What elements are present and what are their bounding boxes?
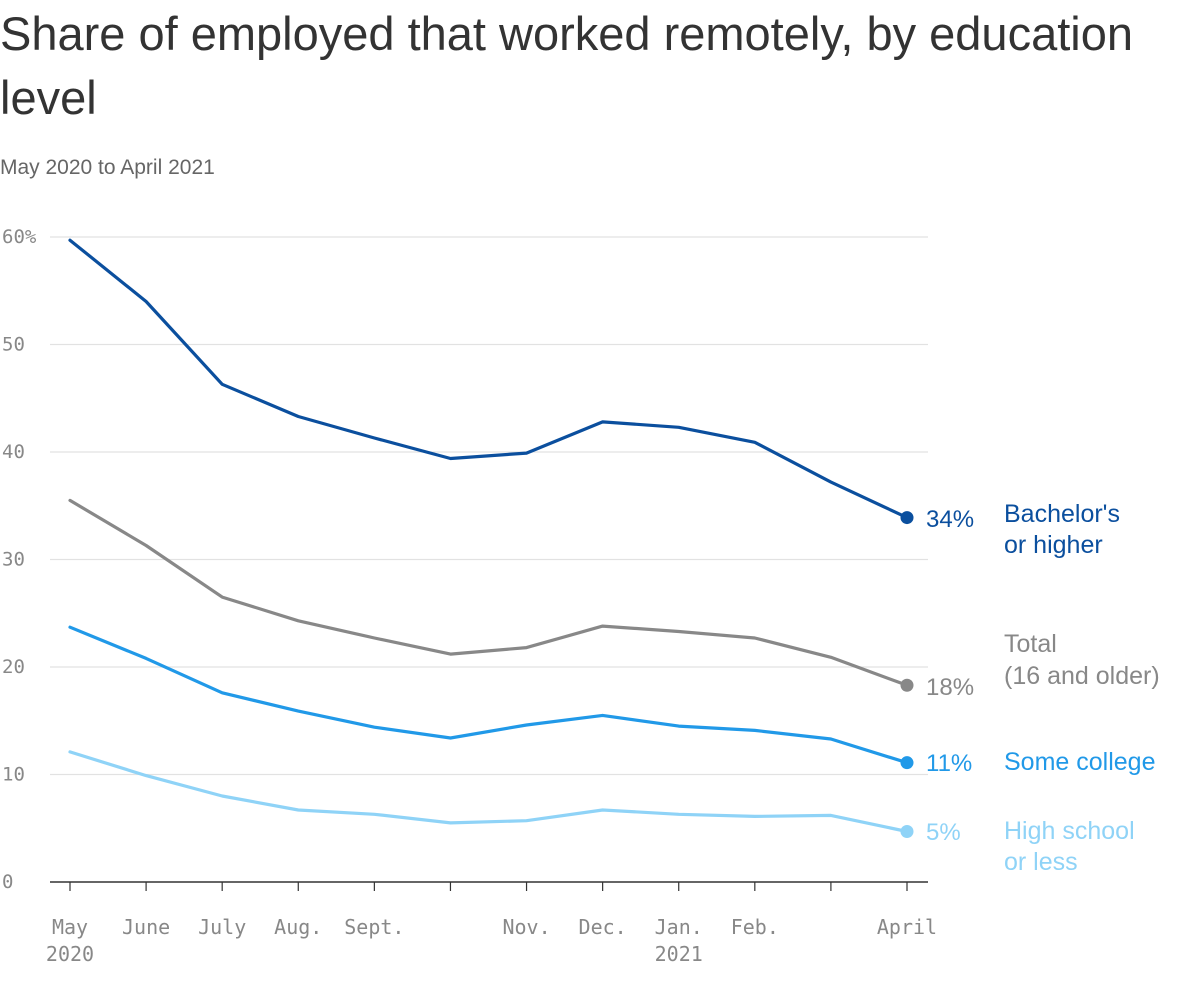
- y-tick-label: 50: [2, 334, 25, 356]
- series-lines: [68, 238, 914, 838]
- x-tick-label: July: [198, 915, 246, 939]
- x-tick-label: Nov.: [502, 915, 550, 939]
- y-tick-label: 60%: [2, 226, 37, 248]
- x-tick-label: June: [122, 915, 170, 939]
- series-name-label: or less: [1004, 848, 1078, 876]
- y-tick-label: 40: [2, 441, 25, 463]
- series-end-value: 11%: [926, 750, 972, 777]
- x-tick-label-year: 2020: [46, 942, 94, 966]
- x-tick-label: Feb.: [731, 915, 779, 939]
- series-end-value: 18%: [926, 674, 974, 701]
- series-end-point: [900, 756, 914, 770]
- grid-lines: [50, 236, 928, 776]
- x-tick-label: April: [877, 915, 937, 939]
- x-tick-label: Dec.: [579, 915, 627, 939]
- series-labels: 34% Bachelor's or higher 18% Total (16 and ol…: [926, 500, 1160, 876]
- x-tick-label: Jan.: [655, 915, 703, 939]
- series-line: [68, 238, 909, 520]
- series-end-point: [900, 511, 914, 525]
- series-name-label: or higher: [1004, 531, 1103, 559]
- x-tick-label-year: 2021: [655, 942, 703, 966]
- series-name-label: High school: [1004, 817, 1135, 845]
- x-tick-label: Sept.: [344, 915, 404, 939]
- chart-title: Share of employed that worked remotely, …: [0, 7, 1133, 124]
- series-line: [68, 498, 909, 687]
- x-tick-label: May: [52, 915, 88, 939]
- y-tick-label: 10: [2, 764, 25, 786]
- series-name-label: Some college: [1004, 748, 1155, 776]
- series-end-value: 34%: [926, 506, 974, 533]
- series-name-label: Total: [1004, 630, 1057, 658]
- y-tick-label: 30: [2, 549, 25, 571]
- series-name-label: Bachelor's: [1004, 500, 1120, 528]
- series-end-value: 5%: [926, 819, 961, 846]
- series-end-point: [900, 824, 914, 838]
- series-line: [68, 750, 909, 834]
- series-line: [68, 625, 909, 765]
- chart-subtitle: May 2020 to April 2021: [0, 156, 215, 179]
- y-tick-label: 0: [2, 871, 13, 893]
- y-tick-label: 20: [2, 656, 25, 678]
- x-axis: May 2020 June July Aug. Sept. Nov. Dec. Jan. 2021…: [46, 881, 937, 966]
- series-name-label: (16 and older): [1004, 662, 1160, 690]
- series-end-point: [900, 678, 914, 692]
- x-tick-label: Aug.: [274, 915, 322, 939]
- y-axis-ticks: 0 10 20 30 40 50 60%: [2, 226, 37, 893]
